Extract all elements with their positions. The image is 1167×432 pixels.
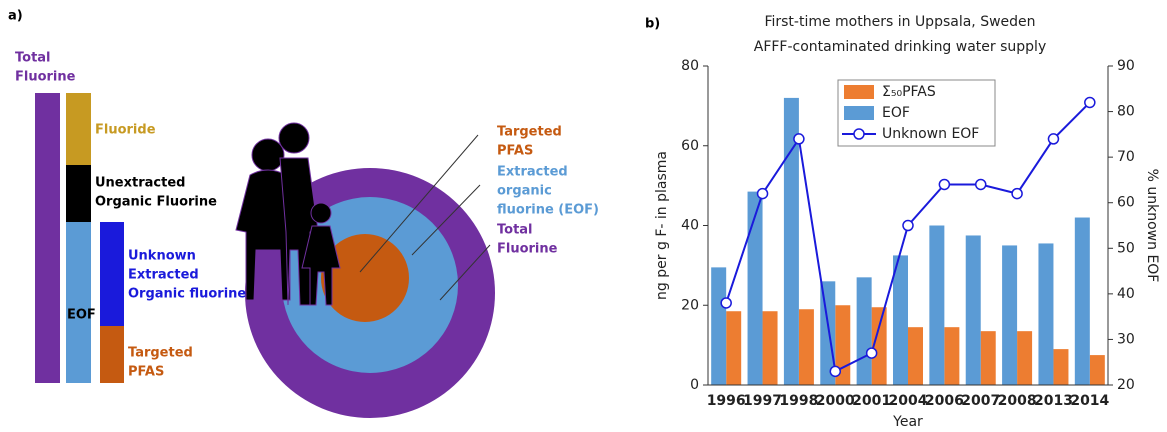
diagram: a) Total Fluorine Fluoride Unextracted Organ… xyxy=(8,9,599,419)
chart: b) First-time mothers in Uppsala, Sweden A… xyxy=(645,14,1160,430)
y2-tick-label: 50 xyxy=(1117,240,1135,256)
y-axis-label: ng per g F- in plasma xyxy=(654,151,670,300)
line-marker xyxy=(830,366,840,376)
bar xyxy=(908,327,923,385)
line-marker xyxy=(939,179,949,189)
bar xyxy=(966,235,981,385)
x-tick-label: 2000 xyxy=(816,393,855,409)
legend-marker xyxy=(854,129,864,139)
bar xyxy=(1053,349,1068,385)
diagram-label: EOF xyxy=(67,308,96,323)
y-tick-label: 60 xyxy=(681,138,699,154)
diagram-label: Total xyxy=(497,223,533,238)
family-icon xyxy=(236,123,340,305)
x-tick-label: 2007 xyxy=(961,393,1000,409)
diagram-label: Targeted xyxy=(497,125,562,140)
bar xyxy=(857,277,872,385)
chart-subtitle: AFFF-contaminated drinking water supply xyxy=(754,39,1046,55)
bar xyxy=(711,267,726,385)
legend-label: Unknown EOF xyxy=(882,126,979,142)
line-marker xyxy=(721,298,731,308)
diagram-label: Organic fluorine xyxy=(128,287,246,302)
diagram-label: Fluorine xyxy=(497,242,558,257)
fluoride-segment xyxy=(66,93,91,165)
line-marker xyxy=(1012,189,1022,199)
line-marker xyxy=(794,134,804,144)
x-tick-label: 2008 xyxy=(998,393,1037,409)
bar xyxy=(1075,218,1090,385)
y2-tick-label: 60 xyxy=(1117,195,1135,211)
y2-tick-label: 40 xyxy=(1117,286,1135,302)
y2-axis-label: % unknown EOF xyxy=(1144,169,1160,283)
x-axis-label: Year xyxy=(892,414,923,430)
panel-label: b) xyxy=(645,17,660,32)
x-tick-label: 1998 xyxy=(779,393,818,409)
line-marker xyxy=(976,179,986,189)
diagram-label: Fluoride xyxy=(95,123,156,138)
bar xyxy=(748,192,763,385)
bar xyxy=(1090,355,1105,385)
pfas-segment xyxy=(100,326,124,383)
diagram-label: Extracted xyxy=(128,268,199,283)
line-marker xyxy=(1048,134,1058,144)
diagram-label: organic xyxy=(497,184,552,199)
y-tick-label: 40 xyxy=(681,218,699,234)
y-tick-label: 20 xyxy=(681,297,699,313)
bar xyxy=(1017,331,1032,385)
line-marker xyxy=(903,221,913,231)
y2-tick-label: 30 xyxy=(1117,331,1135,347)
diagram-label: PFAS xyxy=(497,144,533,159)
eof-segment xyxy=(66,222,91,383)
y-tick-label: 80 xyxy=(681,58,699,74)
diagram-label: Organic Fluorine xyxy=(95,195,217,210)
total-fluorine-bar xyxy=(35,93,60,383)
y2-tick-label: 80 xyxy=(1117,104,1135,120)
diagram-label: Unknown xyxy=(128,249,196,264)
diagram-label: Total xyxy=(15,51,51,66)
line-marker xyxy=(1085,97,1095,107)
legend-label: EOF xyxy=(882,105,910,121)
diagram-label: PFAS xyxy=(128,365,164,380)
x-tick-label: 2013 xyxy=(1034,393,1073,409)
y2-tick-label: 90 xyxy=(1117,58,1135,74)
y-tick-label: 0 xyxy=(690,377,699,393)
line-marker xyxy=(758,189,768,199)
y2-tick-label: 20 xyxy=(1117,377,1135,393)
diagram-label: fluorine (EOF) xyxy=(497,203,599,218)
x-tick-label: 2001 xyxy=(852,393,891,409)
diagram-label: Targeted xyxy=(128,346,193,361)
diagram-label: Unextracted xyxy=(95,176,185,191)
legend-swatch xyxy=(844,106,874,120)
bar xyxy=(981,331,996,385)
legend-label: Σ₅₀PFAS xyxy=(882,84,936,100)
x-tick-label: 2004 xyxy=(889,393,928,409)
chart-title: First-time mothers in Uppsala, Sweden xyxy=(764,14,1035,30)
x-tick-label: 2014 xyxy=(1070,393,1109,409)
bar xyxy=(799,309,814,385)
x-tick-label: 1997 xyxy=(743,393,782,409)
diagram-label: Fluorine xyxy=(15,70,76,85)
x-tick-label: 1996 xyxy=(707,393,746,409)
bar xyxy=(763,311,778,385)
bar xyxy=(929,226,944,386)
unextracted-segment xyxy=(66,165,91,222)
bar xyxy=(726,311,741,385)
figure: a) Total Fluorine Fluoride Unextracted Organ… xyxy=(0,0,1167,432)
bar xyxy=(944,327,959,385)
y2-tick-label: 70 xyxy=(1117,149,1135,165)
bar xyxy=(1002,245,1017,385)
bar xyxy=(1038,243,1053,385)
legend-swatch xyxy=(844,85,874,99)
bar xyxy=(893,255,908,385)
diagram-label: Extracted xyxy=(497,165,568,180)
x-tick-label: 2006 xyxy=(925,393,964,409)
panel-label: a) xyxy=(8,9,23,24)
line-marker xyxy=(867,348,877,358)
unknown-eof-segment xyxy=(100,222,124,326)
